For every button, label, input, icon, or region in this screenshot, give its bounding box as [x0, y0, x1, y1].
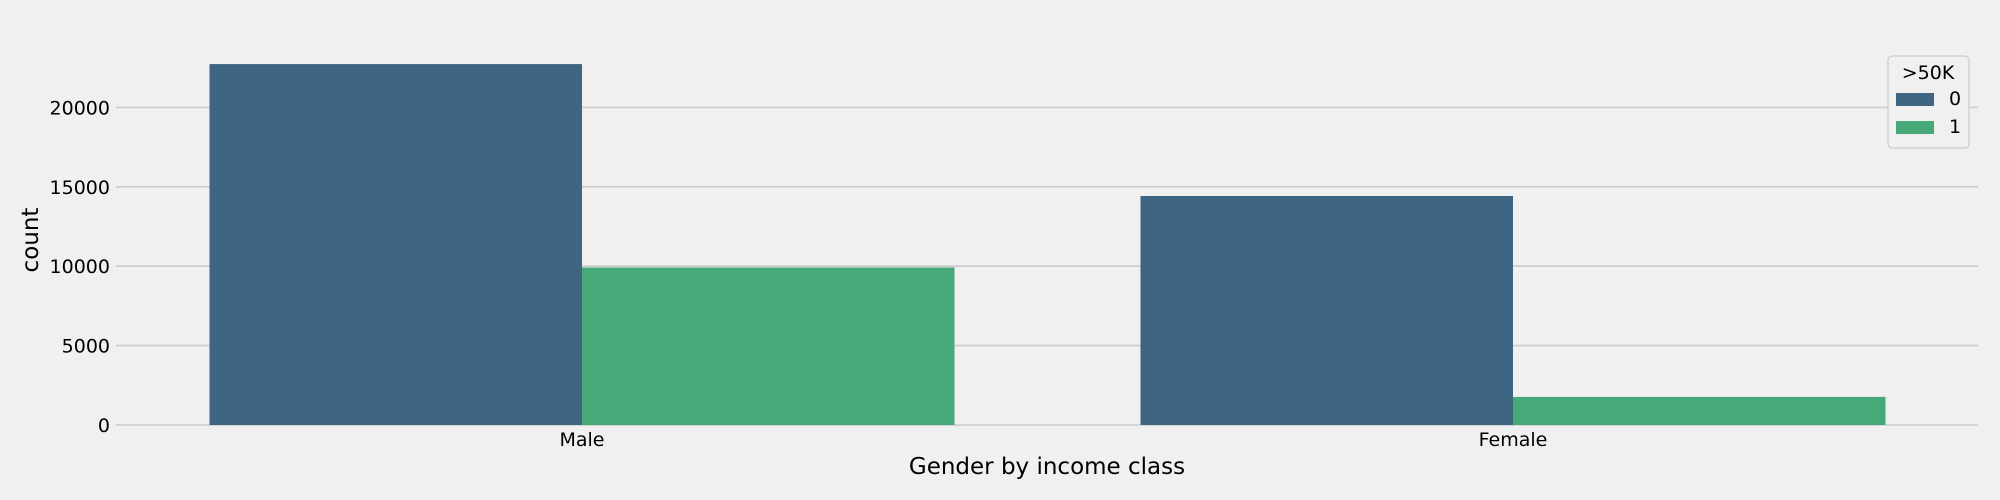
legend-label-1: 1 [1949, 116, 1961, 138]
x-axis-label: Gender by income class [909, 454, 1185, 480]
bar-female-series-1 [1513, 396, 1886, 425]
bar-female-series-0 [1140, 195, 1513, 425]
x-tick-label: Female [1479, 429, 1548, 451]
legend-items: 01 [1896, 88, 1961, 138]
bar-male-series-0 [209, 64, 582, 425]
bar-male-series-1 [582, 267, 955, 425]
y-tick-label: 15000 [50, 177, 110, 199]
legend-swatch-0 [1896, 93, 1934, 106]
bars [209, 64, 1886, 425]
y-axis-label: count [18, 208, 44, 273]
y-tick-label: 10000 [50, 256, 110, 278]
y-tick-label: 0 [98, 415, 110, 437]
legend-title: >50K [1902, 62, 1955, 84]
y-tick-label: 20000 [50, 97, 110, 119]
y-tick-labels: 0 5000 10000 15000 20000 [50, 97, 110, 437]
x-tick-label: Male [559, 429, 604, 451]
x-tick-labels: Male Female [559, 429, 1547, 451]
y-tick-label: 5000 [62, 336, 110, 358]
legend: >50K 01 [1887, 55, 1970, 149]
legend-swatch-1 [1896, 121, 1934, 134]
legend-label-0: 0 [1949, 88, 1961, 110]
